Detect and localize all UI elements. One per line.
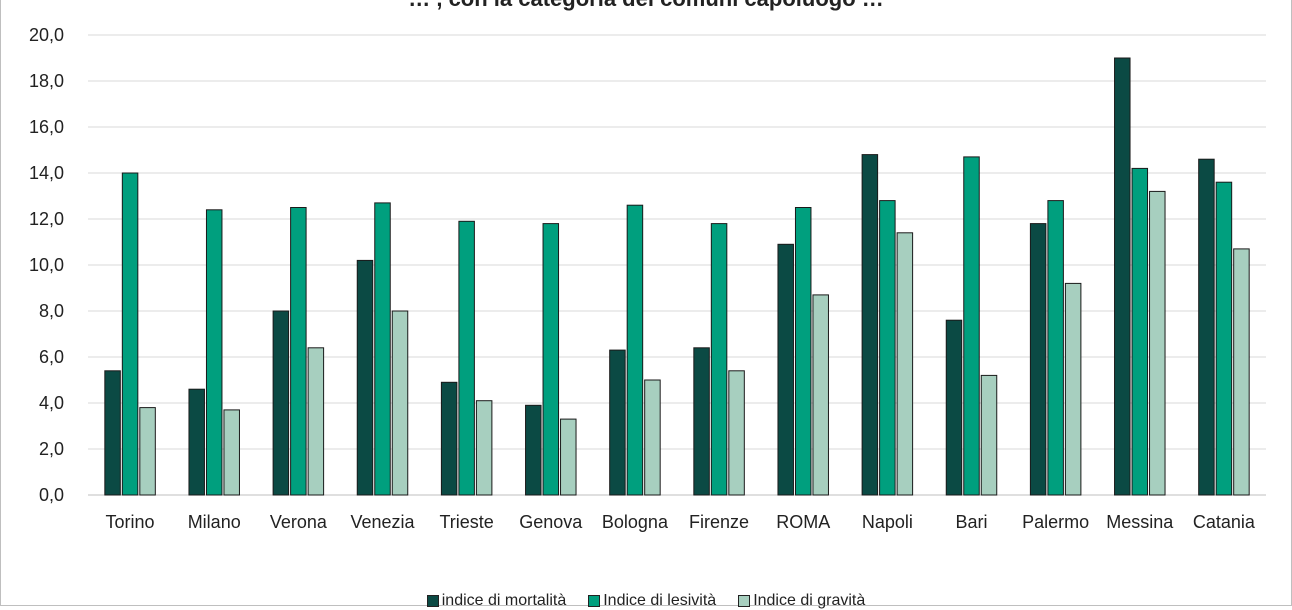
bar-bologna-series-1 xyxy=(626,204,644,496)
bar-torino-series-1 xyxy=(121,172,139,496)
bar-firenze-series-0 xyxy=(693,347,710,496)
legend-swatch xyxy=(738,595,751,607)
bar-bari-series-2 xyxy=(980,374,998,496)
bar-palermo-series-0 xyxy=(1029,223,1047,496)
bar-milano-series-0 xyxy=(188,388,205,496)
bar-verona-series-0 xyxy=(272,310,290,496)
legend-label: Indice di gravità xyxy=(753,592,866,609)
bar-trieste-series-1 xyxy=(458,220,475,496)
bar-napoli-series-1 xyxy=(879,200,896,496)
bar-genova-series-2 xyxy=(560,418,577,496)
legend-item: Indice di gravità xyxy=(738,592,865,610)
x-tick-label: Venezia xyxy=(350,512,415,532)
x-tick-label: Catania xyxy=(1193,512,1256,532)
y-tick-label: 2,0 xyxy=(39,439,64,459)
bar-verona-series-1 xyxy=(290,207,307,496)
x-tick-label: Palermo xyxy=(1022,512,1089,532)
bar-bologna-series-2 xyxy=(644,379,661,496)
bar-roma-series-2 xyxy=(812,294,829,496)
x-tick-label: ROMA xyxy=(776,512,830,532)
y-tick-label: 14,0 xyxy=(29,163,64,183)
bar-roma-series-0 xyxy=(777,243,794,496)
x-tick-label: Verona xyxy=(270,512,328,532)
chart-title: … , con la categoria dei comuni capoluog… xyxy=(0,0,1292,12)
grid-lines xyxy=(88,34,1266,496)
bar-palermo-series-2 xyxy=(1064,282,1082,496)
y-tick-label: 8,0 xyxy=(39,301,64,321)
x-tick-label: Napoli xyxy=(862,512,913,532)
x-tick-label: Firenze xyxy=(689,512,749,532)
bar-messina-series-2 xyxy=(1149,190,1166,496)
bar-trieste-series-0 xyxy=(440,381,458,496)
bar-catania-series-1 xyxy=(1215,181,1233,496)
bar-napoli-series-0 xyxy=(861,154,879,496)
y-tick-label: 10,0 xyxy=(29,255,64,275)
y-tick-label: 0,0 xyxy=(39,485,64,505)
x-tick-label: Bologna xyxy=(602,512,669,532)
y-tick-label: 20,0 xyxy=(29,25,64,45)
legend-label: indice di mortalità xyxy=(441,592,567,609)
bar-roma-series-1 xyxy=(794,207,812,496)
bar-firenze-series-2 xyxy=(728,370,745,496)
x-tick-label: Trieste xyxy=(439,512,493,532)
bar-palermo-series-1 xyxy=(1047,200,1064,496)
bar-bari-series-0 xyxy=(945,319,963,496)
y-tick-label: 18,0 xyxy=(29,71,64,91)
y-tick-label: 16,0 xyxy=(29,117,64,137)
y-tick-label: 4,0 xyxy=(39,393,64,413)
bar-torino-series-2 xyxy=(139,407,156,496)
bar-messina-series-1 xyxy=(1131,167,1149,496)
legend-swatch xyxy=(588,595,601,607)
bar-milano-series-2 xyxy=(223,409,240,496)
y-tick-label: 12,0 xyxy=(29,209,64,229)
legend-item: indice di mortalità xyxy=(426,592,567,610)
bar-messina-series-0 xyxy=(1114,57,1131,496)
y-tick-label: 6,0 xyxy=(39,347,64,367)
bars xyxy=(104,57,1250,496)
bar-napoli-series-2 xyxy=(896,232,914,496)
x-tick-label: Milano xyxy=(188,512,241,532)
bar-trieste-series-2 xyxy=(475,400,493,496)
bar-bologna-series-0 xyxy=(609,349,626,496)
x-axis-ticks: Torino Milano Verona Venezia Trieste Genova Bo… xyxy=(106,512,1256,532)
y-axis-ticks: 0,0 2,0 4,0 6,0 8,0 10,0 12,0 14,0 16,0 18,0 20,0 xyxy=(29,25,64,505)
x-tick-label: Messina xyxy=(1106,512,1174,532)
bar-genova-series-1 xyxy=(542,223,560,496)
x-tick-label: Genova xyxy=(519,512,583,532)
bar-genova-series-0 xyxy=(525,404,542,496)
legend-swatch xyxy=(426,595,439,607)
bar-bari-series-1 xyxy=(963,156,980,496)
bar-venezia-series-2 xyxy=(391,310,409,496)
bar-catania-series-0 xyxy=(1198,158,1215,496)
bar-catania-series-2 xyxy=(1233,248,1250,496)
bar-firenze-series-1 xyxy=(710,223,728,496)
bar-milano-series-1 xyxy=(205,209,223,496)
bar-torino-series-0 xyxy=(104,370,121,496)
bar-venezia-series-0 xyxy=(356,259,374,496)
legend: indice di mortalità Indice di lesività Ind… xyxy=(0,592,1292,610)
legend-item: Indice di lesività xyxy=(588,592,716,610)
bar-verona-series-2 xyxy=(307,347,325,496)
bar-venezia-series-1 xyxy=(374,202,391,496)
x-tick-label: Torino xyxy=(106,512,155,532)
legend-label: Indice di lesività xyxy=(603,592,717,609)
x-tick-label: Bari xyxy=(955,512,987,532)
